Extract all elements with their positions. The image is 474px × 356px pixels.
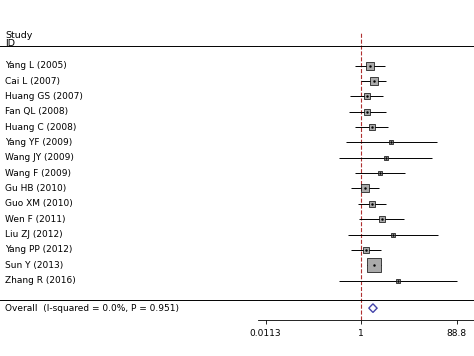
Text: Guo XM (2010): Guo XM (2010) [5, 199, 73, 208]
Text: Gu HB (2010): Gu HB (2010) [5, 184, 66, 193]
Text: Huang C (2008): Huang C (2008) [5, 122, 76, 132]
Text: Yang PP (2012): Yang PP (2012) [5, 245, 73, 254]
Text: Fan QL (2008): Fan QL (2008) [5, 107, 68, 116]
Text: Wang F (2009): Wang F (2009) [5, 169, 71, 178]
Text: Overall  (I-squared = 0.0%, P = 0.951): Overall (I-squared = 0.0%, P = 0.951) [5, 304, 179, 313]
Text: Huang GS (2007): Huang GS (2007) [5, 92, 83, 101]
Text: Liu ZJ (2012): Liu ZJ (2012) [5, 230, 63, 239]
Text: Study: Study [5, 31, 33, 40]
Text: Zhang R (2016): Zhang R (2016) [5, 276, 76, 285]
Text: Yang L (2005): Yang L (2005) [5, 61, 67, 70]
Text: ID: ID [5, 39, 15, 48]
Text: Wen F (2011): Wen F (2011) [5, 215, 66, 224]
Text: Cai L (2007): Cai L (2007) [5, 77, 60, 86]
Text: Yang YF (2009): Yang YF (2009) [5, 138, 73, 147]
Text: Wang JY (2009): Wang JY (2009) [5, 153, 74, 162]
Text: Sun Y (2013): Sun Y (2013) [5, 261, 64, 270]
